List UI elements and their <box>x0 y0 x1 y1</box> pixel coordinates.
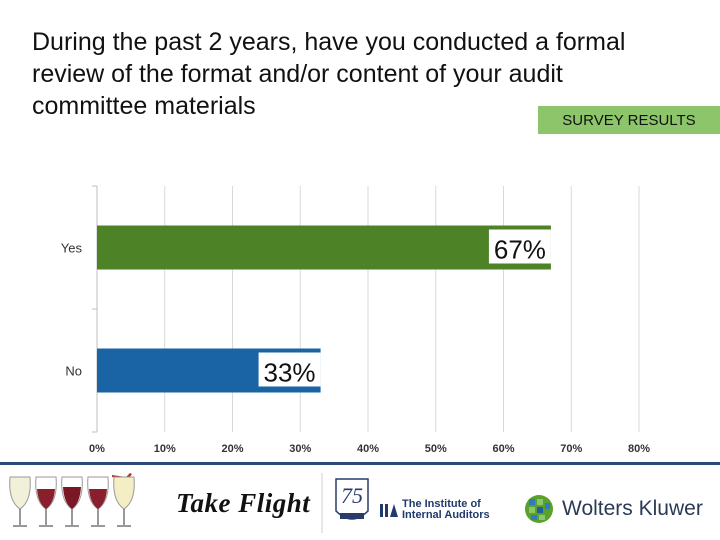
x-tick-label: 10% <box>154 443 176 455</box>
data-label-bg <box>488 229 551 264</box>
iia-line-1: The Institute of <box>402 498 481 510</box>
bar-yes <box>97 225 551 270</box>
svg-text:75: 75 <box>341 483 363 508</box>
category-label: No <box>65 364 82 379</box>
category-label: Yes <box>61 241 83 256</box>
x-tick-label: 0% <box>89 443 105 455</box>
wolters-kluwer-logo: Wolters Kluwer <box>562 497 703 520</box>
x-tick-label: 80% <box>628 443 650 455</box>
data-label: 33% <box>264 358 316 388</box>
chart-title: During the past 2 years, have you conduc… <box>32 28 626 120</box>
x-tick-label: 50% <box>425 443 447 455</box>
footer-divider <box>0 462 720 465</box>
x-tick-label: 40% <box>357 443 379 455</box>
wine-glasses-icon <box>9 476 135 527</box>
wolters-kluwer-globe-icon <box>525 495 553 523</box>
iia-logo-icon <box>380 504 398 517</box>
x-tick-label: 30% <box>289 443 311 455</box>
footer-logos: 75 <box>9 473 553 533</box>
survey-results-badge: SURVEY RESULTS <box>538 106 720 134</box>
x-tick-label: 70% <box>560 443 582 455</box>
take-flight-logo: Take Flight <box>176 488 311 518</box>
anniversary-seal-icon: 75 <box>335 478 369 520</box>
data-label: 67% <box>494 235 546 265</box>
x-tick-label: 60% <box>492 443 514 455</box>
iia-logo-text: The Institute of Internal Auditors <box>402 499 490 521</box>
data-label-bg <box>258 352 321 387</box>
bar-chart: Yes 67% No 33% 0% 10% 20% 30% 40% 50% 60% 70% 80% <box>61 185 650 455</box>
x-tick-label: 20% <box>221 443 243 455</box>
iia-line-2: Internal Auditors <box>402 509 490 521</box>
